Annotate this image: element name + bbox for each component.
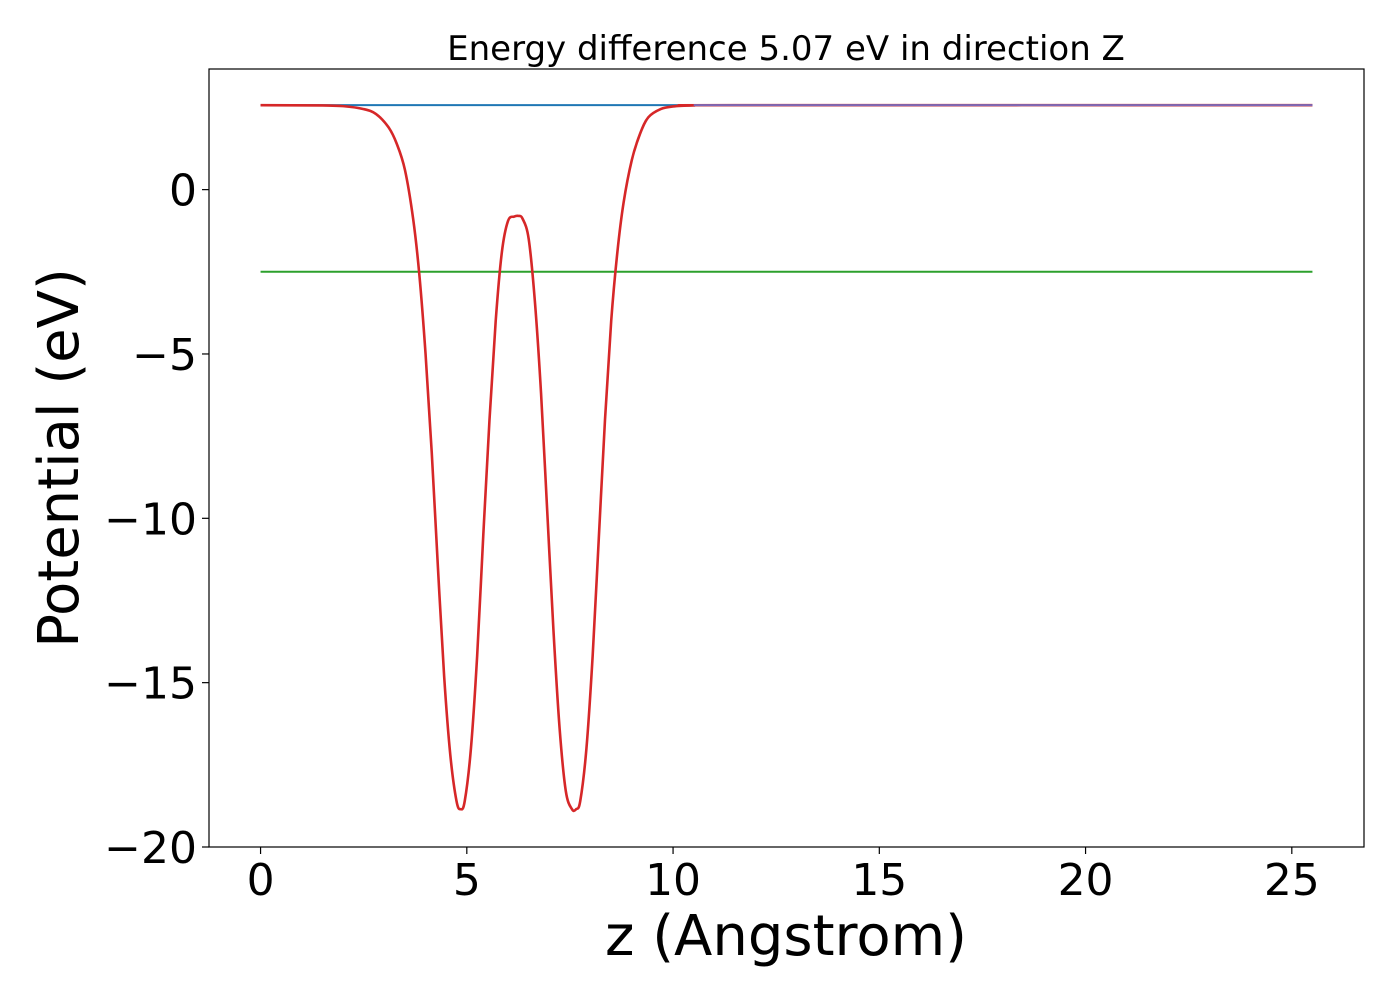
x-tick-label: 10 [645, 855, 701, 906]
plot-area [260, 103, 1313, 813]
axis-ticks: 0 5 10 15 20 25 0 −5 −10 −15 −20 [104, 166, 1320, 906]
y-tick-label: −20 [104, 823, 197, 874]
y-tick-label: −10 [104, 494, 197, 545]
x-tick-label: 15 [851, 855, 907, 906]
y-tick-label: 0 [169, 166, 197, 217]
y-tick-label: −5 [132, 330, 197, 381]
x-axis-label: z (Angstrom) [605, 904, 967, 969]
y-tick-label: −15 [104, 659, 197, 710]
x-tick-label: 0 [247, 855, 275, 906]
x-tick-label: 20 [1058, 855, 1114, 906]
x-tick-label: 25 [1264, 855, 1320, 906]
series-line-3 [260, 103, 1313, 813]
chart-title: Energy difference 5.07 eV in direction Z [447, 29, 1125, 69]
axes-frame [208, 68, 1365, 848]
y-axis-label: Potential (eV) [27, 268, 92, 648]
x-tick-label: 5 [453, 855, 481, 906]
